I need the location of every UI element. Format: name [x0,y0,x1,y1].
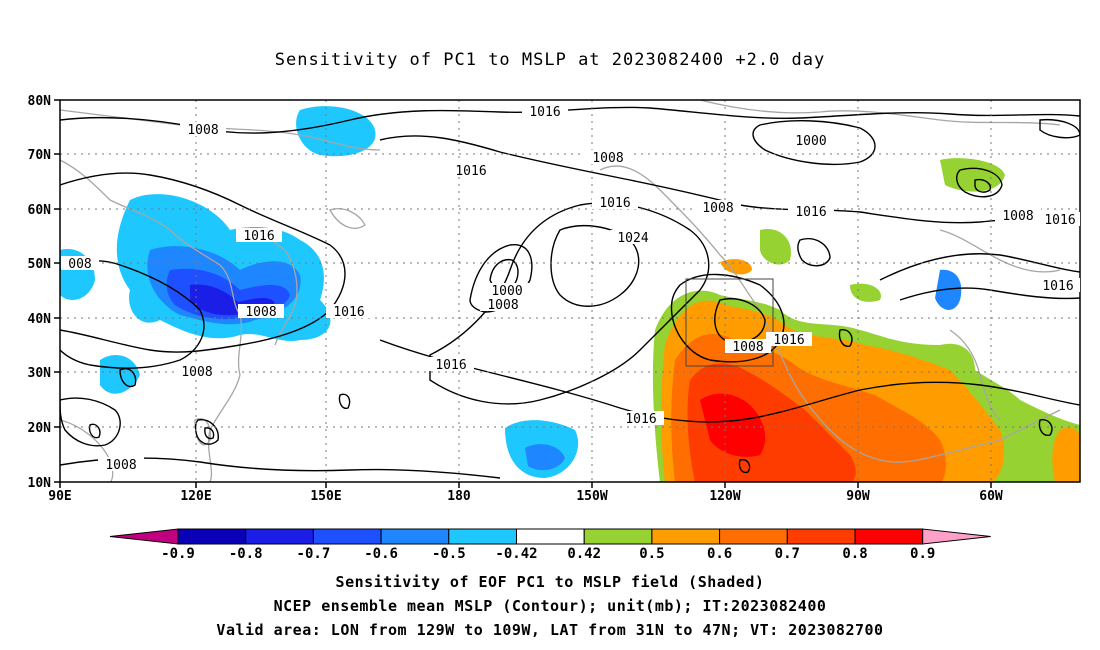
lon-label: 180 [447,489,471,504]
contour-label: 1008 [181,365,212,380]
colorbar-tick-label: 0.9 [910,546,935,562]
contour-label: 1008 [105,458,136,473]
colorbar-tick-label: -0.6 [364,546,398,562]
contour-label: 1016 [795,205,826,220]
colorbar-tick-label: -0.42 [495,546,537,562]
contour-labels: 1016 1008 1016 1008 1016 1016 1008 1016 … [68,104,1076,473]
colorbar-bin [312,528,382,545]
colorbar-bin [245,528,314,545]
colorbar-tick-label: 0.8 [842,546,867,562]
contour-label: 1000 [491,284,522,299]
lat-label: 10N [28,476,52,491]
contour-label: 1008 [732,340,763,355]
colorbar-bin [448,528,517,545]
contour-label: 008 [68,257,91,272]
contour-label: 1000 [795,134,826,149]
lat-label: 70N [28,148,52,163]
contour-label: 1016 [333,305,364,320]
lon-label: 60W [979,489,1003,504]
contour-label: 1008 [592,151,623,166]
lon-label: 120W [709,489,740,504]
shading-positive [652,158,1080,482]
lat-label: 80N [28,94,52,109]
lon-labels: 90E 120E 150E 180 150W 120W 90W 60W [48,489,1003,504]
contour-label: 1008 [1002,209,1033,224]
lat-label: 60N [28,203,52,218]
colorbar-tick-label: 0.6 [707,546,732,562]
colorbar-bin [854,528,924,545]
contour-label: 1016 [599,196,630,211]
colorbar: -0.9 -0.8 -0.7 -0.6 -0.5 -0.42 0.42 0.5 0.6 0.7 0.… [109,528,991,562]
lon-label: 90E [48,489,71,504]
valid-area-box [685,278,774,367]
colorbar-tick-label: 0.42 [567,546,601,562]
lat-labels: 80N 70N 60N 50N 40N 30N 20N 10N [28,94,52,491]
contour-label: 1024 [617,231,648,246]
colorbar-tick-label: -0.9 [161,546,195,562]
plot-title: Sensitivity of PC1 to MSLP at 2023082400… [274,50,826,70]
colorbar-tick-label: -0.5 [432,546,466,562]
contour-label: 1008 [245,305,276,320]
colorbar-bin [516,528,585,545]
contour-label: 1008 [487,298,518,313]
contour-label: 1016 [435,358,466,373]
lon-label: 90W [846,489,870,504]
colorbar-tick-label: -0.8 [229,546,263,562]
caption-line-3: Valid area: LON from 129W to 109W, LAT f… [216,621,884,639]
graticule [60,100,1080,482]
contour-label: 1016 [1042,279,1073,294]
colorbar-tick-label: 0.5 [639,546,664,562]
lon-label: 120E [180,489,211,504]
contour-label: 1016 [1044,213,1075,228]
contour-label: 1008 [187,123,218,138]
lon-label: 150W [576,489,607,504]
caption-line-1: Sensitivity of EOF PC1 to MSLP field (Sh… [335,573,765,591]
contour-label: 1016 [529,105,560,120]
colorbar-bin [380,528,450,545]
lat-label: 40N [28,312,52,327]
colorbar-bin [177,528,247,545]
caption-line-2: NCEP ensemble mean MSLP (Contour); unit(… [273,597,827,615]
contour-label: 1016 [773,333,804,348]
lat-label: 20N [28,421,52,436]
colorbar-bin [719,528,788,545]
lat-label: 30N [28,366,52,381]
colorbar-bin [786,528,856,545]
contour-label: 1016 [455,164,486,179]
contour-label: 1008 [702,201,733,216]
contour-label: 1016 [243,229,274,244]
contour-label: 1016 [625,412,656,427]
lat-label: 50N [28,257,52,272]
colorbar-low-extension [109,528,179,545]
lon-label: 150E [310,489,341,504]
contour-label-group: 1016 [522,104,568,120]
colorbar-tick-label: 0.7 [775,546,800,562]
colorbar-bin [583,528,653,545]
colorbar-tick-label: -0.7 [297,546,331,562]
tick-marks [54,99,992,488]
colorbar-bin [651,528,721,545]
colorbar-high-extension [922,528,991,545]
